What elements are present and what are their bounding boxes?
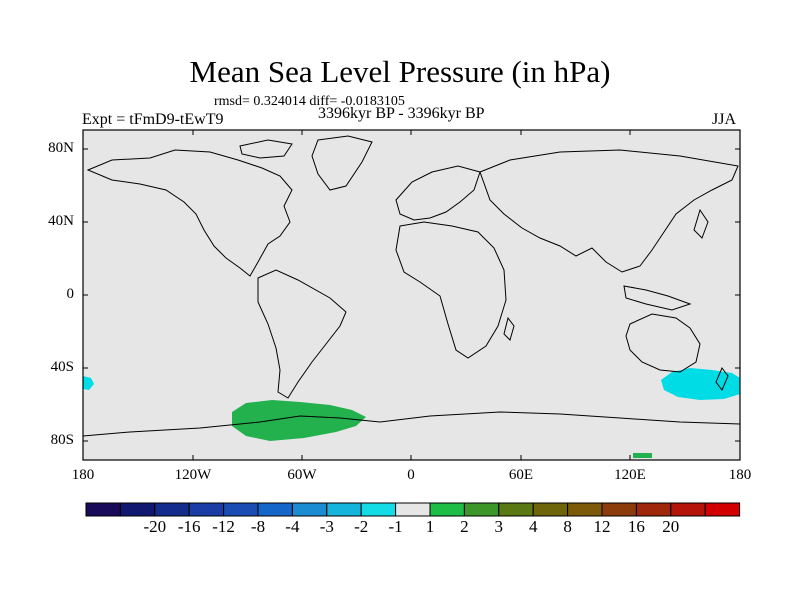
colorbar-box-12 — [498, 502, 534, 517]
colorbar-box-15 — [601, 502, 637, 517]
colorbar-box-16 — [635, 502, 672, 517]
colorbar-label: 16 — [627, 517, 645, 536]
coastlines — [82, 135, 741, 437]
colorbar-box-0 — [85, 502, 121, 517]
colorbar-box-17 — [670, 502, 706, 517]
colorbar-label: -12 — [212, 517, 235, 536]
colorbar-box-13 — [532, 502, 569, 517]
x-tick-180e: 180 — [728, 467, 752, 483]
y-tick-40n: 40N — [48, 213, 74, 229]
colorbar — [85, 502, 741, 517]
colorbar-box-10 — [429, 502, 465, 517]
colorbar-label: -8 — [250, 517, 266, 536]
y-tick-0: 0 — [66, 286, 75, 302]
map-background — [83, 130, 740, 460]
colorbar-box-2 — [154, 502, 190, 517]
colorbar-box-3 — [188, 502, 225, 517]
colorbar-label: 3 — [494, 517, 504, 536]
y-tick-80n: 80N — [48, 140, 74, 156]
colorbar-label: 4 — [528, 517, 538, 536]
colorbar-box-8 — [360, 502, 397, 517]
x-tick-60w: 60W — [287, 467, 317, 483]
rmsd-diff-stats: rmsd= 0.324014 diff= -0.0183105 — [214, 94, 405, 109]
experiment-label: Expt = tFmD9-tEwT9 — [82, 111, 224, 128]
map-title: Mean Sea Level Pressure (in hPa) — [189, 54, 611, 89]
x-tick-60e: 60E — [508, 467, 534, 483]
colorbar-box-11 — [463, 502, 500, 517]
colorbar-box-9 — [395, 502, 431, 517]
x-tick-120e: 120E — [614, 467, 646, 483]
x-tick-180w: 180 — [71, 467, 95, 483]
colorbar-label: -20 — [143, 517, 167, 536]
colorbar-box-18 — [704, 502, 741, 517]
colorbar-box-5 — [257, 502, 293, 517]
colorbar-label: -4 — [285, 517, 300, 536]
small-positive-anomaly — [633, 453, 652, 458]
colorbar-label: 1 — [425, 517, 435, 536]
colorbar-label: 20 — [662, 517, 680, 536]
y-tick-80s: 80S — [50, 432, 74, 448]
colorbar-label: 8 — [563, 517, 572, 536]
colorbar-box-4 — [223, 502, 259, 517]
colorbar-box-1 — [119, 502, 156, 517]
australian-negative-anomaly — [661, 368, 740, 400]
x-tick-0: 0 — [407, 467, 415, 483]
season-label: JJA — [712, 111, 737, 128]
colorbar-box-14 — [567, 502, 603, 517]
colorbar-label: -1 — [388, 517, 403, 536]
axis-ticks — [83, 130, 740, 460]
x-tick-120w: 120W — [174, 467, 212, 483]
colorbar-box-7 — [326, 502, 362, 517]
y-tick-40s: 40S — [50, 359, 74, 375]
colorbar-label: 12 — [593, 517, 611, 536]
colorbar-label: -2 — [354, 517, 369, 536]
colorbar-label: -3 — [319, 517, 334, 536]
period-label: 3396kyr BP - 3396kyr BP — [318, 105, 485, 122]
colorbar-label: 2 — [460, 517, 469, 536]
west-edge-negative-anomaly — [83, 376, 94, 390]
colorbar-label: -16 — [177, 517, 201, 536]
colorbar-box-6 — [291, 502, 328, 517]
antarctic-positive-anomaly — [232, 400, 366, 441]
